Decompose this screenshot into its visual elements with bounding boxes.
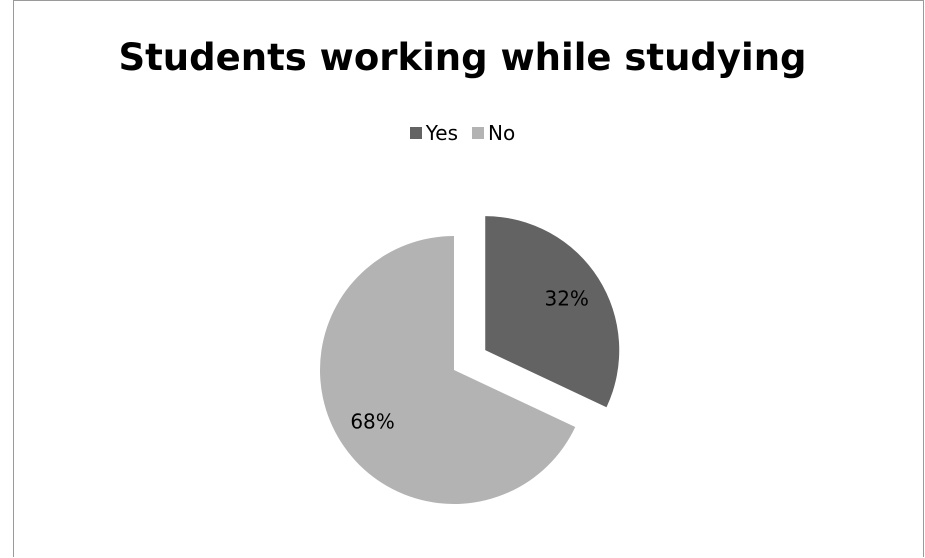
data-label-no: 68% — [350, 410, 394, 434]
legend-swatch-yes — [409, 127, 422, 139]
legend-swatch-no — [472, 127, 485, 139]
legend-label-no: No — [488, 121, 516, 145]
legend-item-no: No — [472, 121, 515, 145]
chart-title: Students working while studying — [118, 36, 807, 79]
legend-item-yes: Yes — [409, 121, 459, 145]
pie-slice-no — [320, 236, 576, 504]
chart-legend: Yes No — [0, 121, 925, 145]
pie-slice-yes — [485, 216, 620, 408]
data-label-yes: 32% — [544, 286, 588, 310]
legend-label-yes: Yes — [425, 121, 459, 145]
